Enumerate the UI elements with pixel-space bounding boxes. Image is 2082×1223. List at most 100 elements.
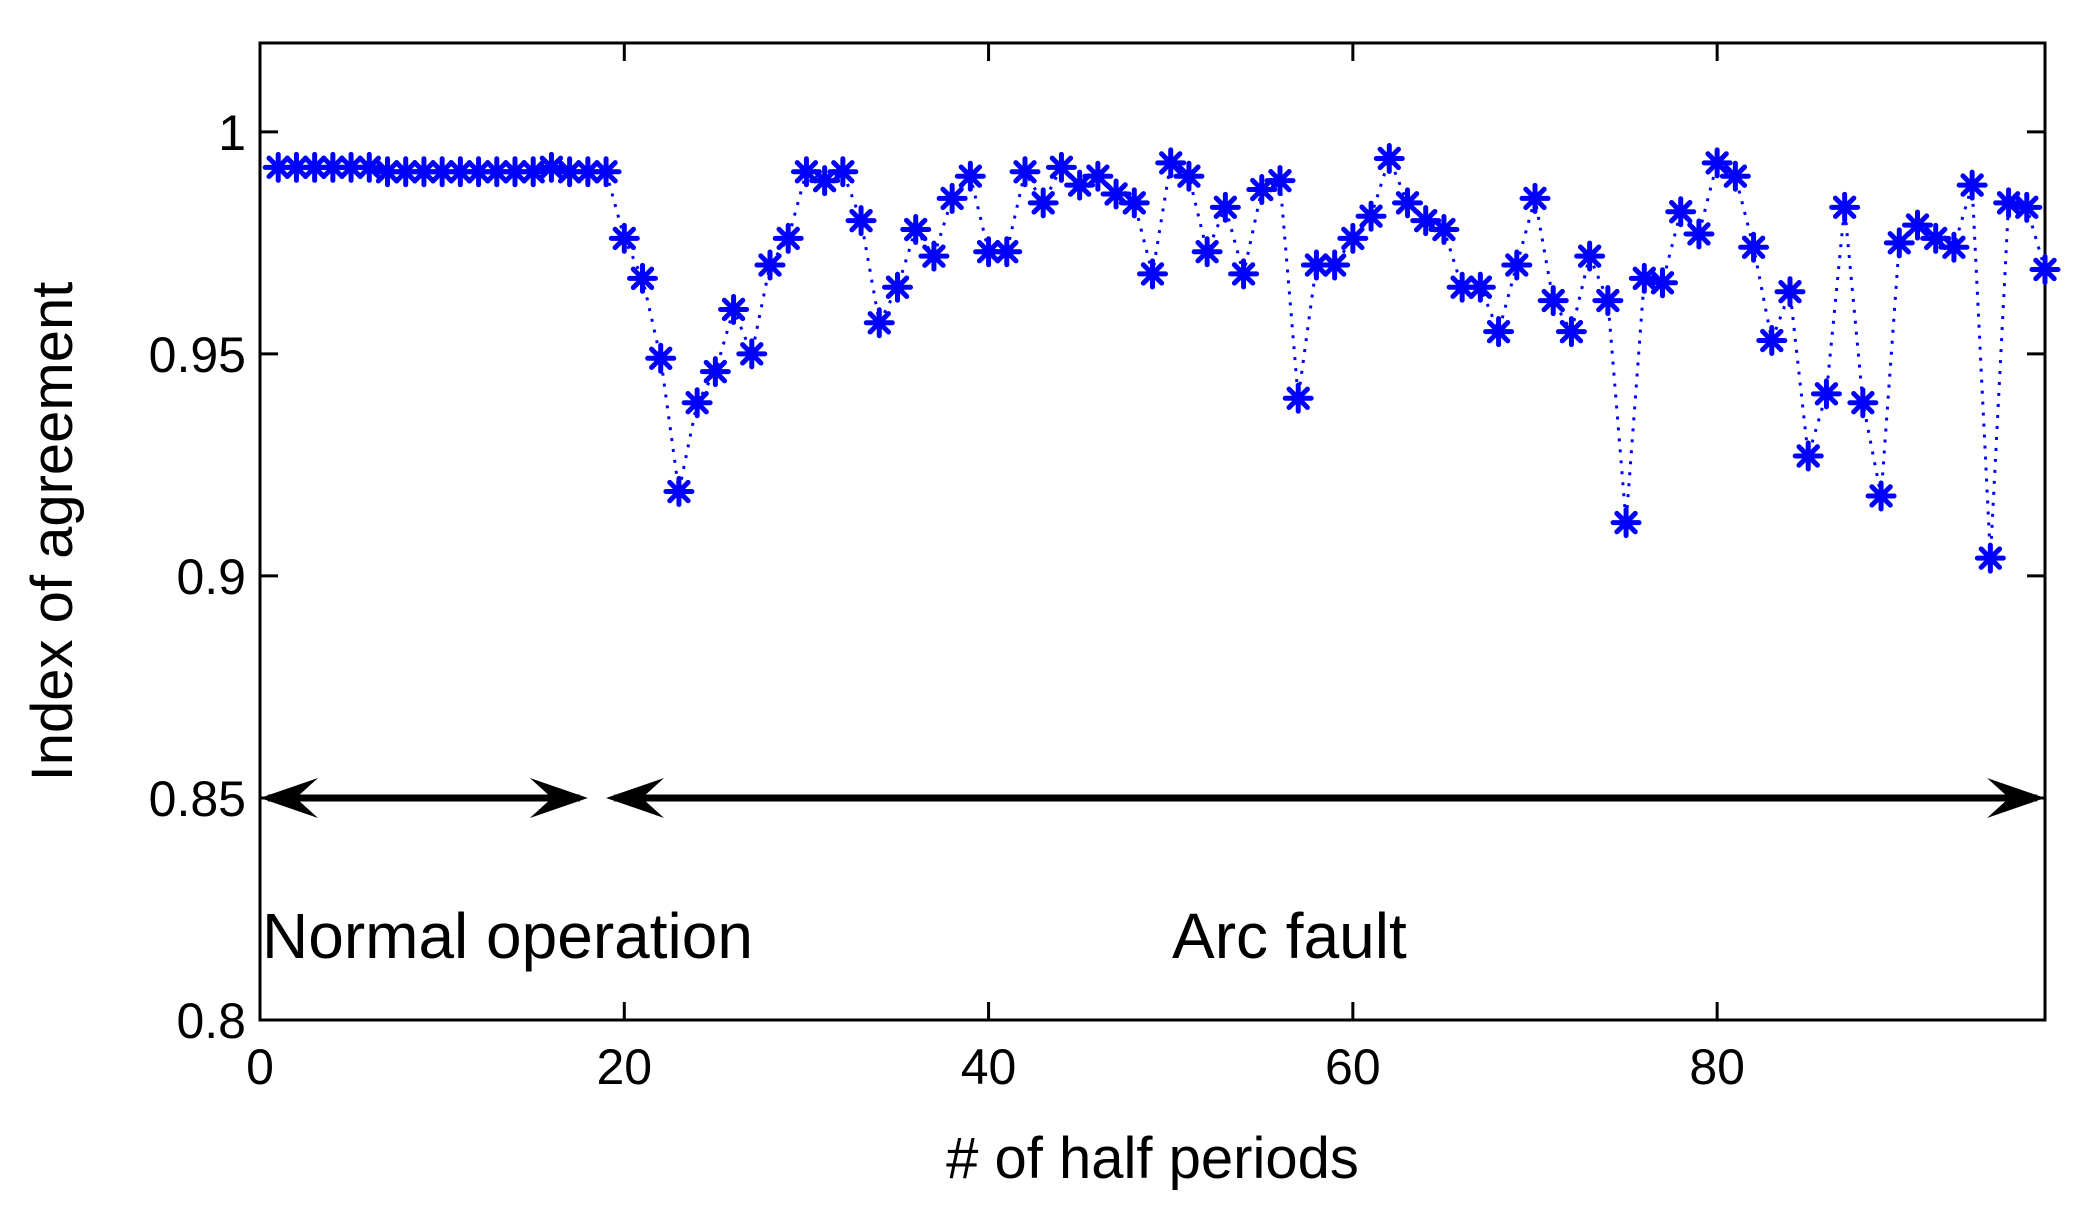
arrow-normal-operation-left-head: [260, 777, 318, 818]
data-point: [772, 222, 804, 254]
x-tick-label: 60: [1325, 1039, 1381, 1095]
data-point: [299, 151, 331, 183]
data-point: [2029, 253, 2061, 285]
data-point: [1665, 196, 1697, 228]
data-point: [1537, 285, 1569, 317]
data-point: [1501, 249, 1533, 281]
data-point: [1282, 382, 1314, 414]
annotation-normal-operation: Normal operation: [262, 900, 753, 972]
data-point: [1574, 240, 1606, 272]
data-point: [1392, 187, 1423, 219]
data-point: [1756, 325, 1788, 357]
data-point: [736, 338, 768, 370]
data-point: [1045, 151, 1077, 183]
data-point: [572, 156, 604, 188]
y-tick-label: 0.85: [149, 771, 246, 827]
data-point: [1920, 222, 1952, 254]
annotation-arc-fault: Arc fault: [1172, 900, 1407, 972]
data-point: [1865, 480, 1897, 512]
data-point: [1373, 142, 1405, 174]
data-point: [1701, 147, 1733, 179]
data-point: [1956, 169, 1988, 201]
data-point: [1319, 249, 1351, 281]
data-point: [1300, 249, 1332, 281]
data-point: [1264, 165, 1296, 197]
data-point: [1938, 231, 1970, 263]
y-tick-label: 0.95: [149, 327, 246, 383]
data-point: [408, 156, 440, 188]
data-point: [900, 214, 932, 246]
series-dotted-line: [278, 154, 2047, 559]
data-point: [699, 356, 731, 388]
data-point: [645, 342, 677, 374]
data-point: [663, 476, 695, 508]
data-point: [1209, 191, 1241, 223]
data-point: [936, 182, 968, 214]
x-tick-label: 80: [1689, 1039, 1745, 1095]
data-point: [1847, 387, 1879, 419]
data-point: [1191, 236, 1223, 268]
data-point: [1883, 227, 1915, 259]
arrow-arc-fault-right-head: [1987, 777, 2045, 818]
data-point: [280, 151, 312, 183]
data-point: [463, 156, 495, 188]
data-point: [1355, 200, 1387, 232]
data-point: [1592, 285, 1624, 317]
data-point: [1082, 160, 1114, 192]
data-point: [1100, 178, 1132, 210]
data-point: [1555, 316, 1587, 348]
plot-frame: [258, 41, 2047, 1022]
data-point: [1610, 507, 1642, 539]
data-point: [353, 151, 385, 183]
data-point: [627, 262, 658, 294]
data-point: [426, 156, 458, 188]
y-tick-label: 1: [218, 105, 246, 161]
x-tick-label: 0: [246, 1039, 274, 1095]
data-point: [535, 151, 567, 183]
x-tick-label: 40: [961, 1039, 1017, 1095]
data-point: [973, 236, 1005, 268]
data-point: [499, 156, 531, 188]
data-point: [991, 236, 1023, 268]
data-point: [845, 205, 877, 237]
arrow-normal-operation-right-head: [529, 777, 588, 818]
annotations: Normal operation Arc fault: [260, 777, 2045, 972]
data-point: [262, 151, 294, 183]
data-point: [1719, 160, 1751, 192]
data-point: [1792, 440, 1824, 472]
data-point: [1993, 187, 2025, 219]
data-point: [918, 240, 950, 272]
data-point: [1519, 182, 1551, 214]
data-point: [335, 151, 367, 183]
data-point: [1683, 218, 1715, 250]
data-point: [1173, 160, 1205, 192]
data-point: [444, 156, 476, 188]
data-point: [1810, 378, 1842, 410]
data-point: [718, 293, 750, 325]
data-point: [809, 165, 841, 197]
data-point: [1628, 262, 1660, 294]
data-point: [517, 156, 549, 188]
data-point: [1483, 316, 1515, 348]
data-point: [790, 156, 822, 188]
data-point: [827, 156, 859, 188]
data-point: [1647, 267, 1678, 299]
data-point: [2011, 191, 2043, 223]
data-point: [1410, 205, 1442, 237]
data-point: [863, 307, 895, 339]
y-tick-label: 0.9: [176, 549, 246, 605]
data-point: [1829, 191, 1861, 223]
data-point: [1902, 209, 1933, 241]
data-point: [882, 271, 913, 303]
axes: 0 20 40 60 80 0.8 0.85 0.9 0.95 1: [149, 41, 2047, 1095]
data-point: [1228, 258, 1260, 290]
data-point: [1428, 214, 1460, 246]
series-index-of-agreement: [262, 142, 2061, 574]
data-point: [1446, 271, 1478, 303]
data-point: [954, 160, 986, 192]
data-point: [372, 156, 403, 188]
data-point: [608, 222, 640, 254]
data-point: [681, 387, 713, 419]
data-point: [1009, 156, 1041, 188]
